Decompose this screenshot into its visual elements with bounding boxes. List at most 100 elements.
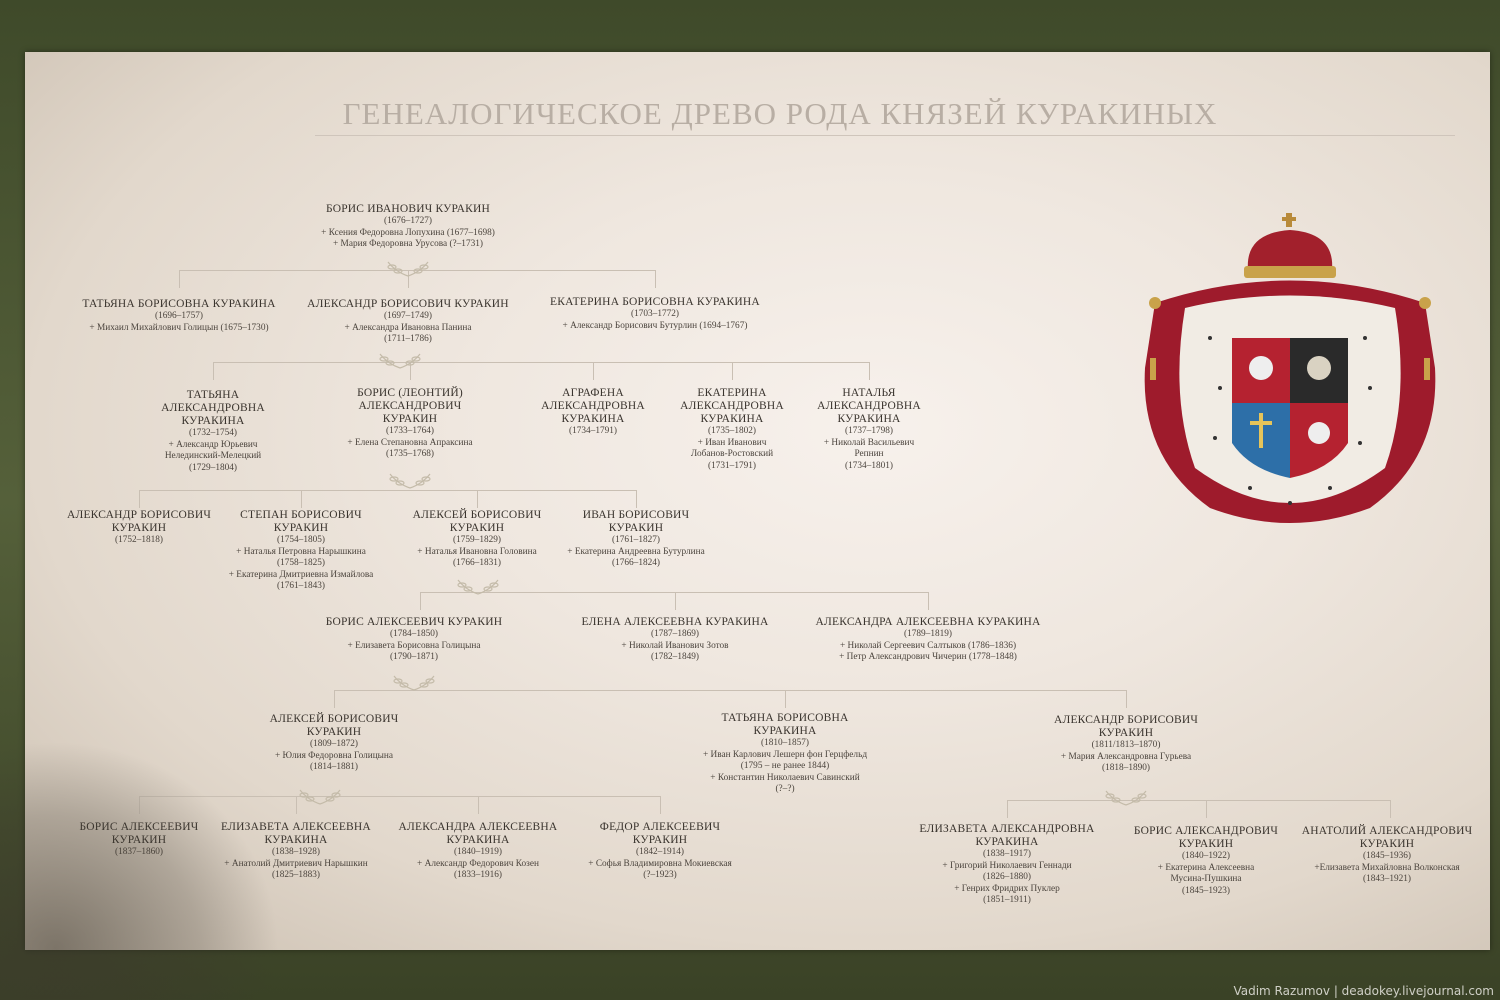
connector-drop <box>420 592 421 610</box>
spouse-info: Лобанов-Ростовский <box>690 449 774 459</box>
spouse-info: (1761–1843) <box>276 581 326 591</box>
connector-drop <box>139 490 140 508</box>
spouse-info: + Николай Сергеевич Салтыков (1786–1836) <box>839 640 1017 651</box>
person-name: АНАТОЛИЙ АЛЕКСАНДРОВИЧ <box>1301 825 1473 837</box>
laurel-ornament-icon <box>299 789 341 805</box>
shield <box>1232 338 1348 478</box>
spouse-info: (1818–1890) <box>1101 763 1151 773</box>
connector-line <box>1007 800 1390 801</box>
person-node: БОРИС АЛЕКСАНДРОВИЧ КУРАКИН (1840–1922) + Е… <box>1091 825 1321 897</box>
person-name: КУРАКИН <box>382 413 438 425</box>
person-name: КУРАКИН <box>306 726 362 738</box>
person-name: КУРАКИНА <box>561 413 625 425</box>
spouse-info: + Николай Иванович Зотов <box>621 640 729 651</box>
connector-line <box>213 362 869 363</box>
spouse-info: (1795 – не ранее 1844) <box>740 761 830 771</box>
connector-line <box>334 690 1126 691</box>
spouse-info: + Софья Владимировна Мокиевская <box>588 858 732 869</box>
ermine-spots <box>1208 336 1372 505</box>
spouse-info: + Елена Степановна Апраксина <box>347 437 473 448</box>
person-name: АЛЕКСАНДРА АЛЕКСЕЕВНА КУРАКИНА <box>815 616 1041 628</box>
life-dates: (1761–1827) <box>611 535 661 545</box>
spouse-info: (1814–1881) <box>309 762 359 772</box>
connector-line <box>420 592 928 593</box>
life-dates: (1734–1791) <box>568 426 618 436</box>
life-dates: (1676–1727) <box>383 216 433 226</box>
person-node: АЛЕКСАНДР БОРИСОВИЧ КУРАКИН (1697–1749) + … <box>293 298 523 346</box>
person-name: АЛЕКСЕЙ БОРИСОВИЧ <box>269 713 399 725</box>
laurel-ornament-icon <box>457 579 499 595</box>
life-dates: (1845–1936) <box>1362 851 1412 861</box>
person-name: КУРАКИН <box>111 522 167 534</box>
connector-drop <box>660 796 661 814</box>
connector-drop <box>1007 800 1008 818</box>
person-name: АЛЕКСЕЙ БОРИСОВИЧ <box>412 509 542 521</box>
spouse-info: + Иван Иванович <box>697 437 767 448</box>
person-name: КУРАКИНА <box>264 834 328 846</box>
spouse-info: + Александр Борисович Бутурлин (1694–176… <box>562 320 748 331</box>
person-name: АЛЕКСАНДРОВНА <box>680 400 784 412</box>
life-dates: (1842–1914) <box>635 847 685 857</box>
connector-line <box>139 490 636 491</box>
spouse-info: + Екатерина Дмитриевна Измайлова <box>228 569 374 580</box>
life-dates: (1809–1872) <box>309 739 359 749</box>
connector-drop <box>179 270 180 288</box>
person-node: НАТАЛЬЯ АЛЕКСАНДРОВНА КУРАКИНА (1737–1798) +… <box>754 387 984 472</box>
spouse-info: (1766–1831) <box>452 558 502 568</box>
spouse-info: + Наталья Петровна Нарышкина <box>236 546 366 557</box>
laurel-ornament-icon <box>387 261 429 277</box>
page-title: ГЕНЕАЛОГИЧЕСКОЕ ДРЕВО РОДА КНЯЗЕЙ КУРАКИ… <box>342 96 1218 131</box>
spouse-info: Репнин <box>854 449 884 459</box>
person-name: КУРАКИНА <box>700 413 764 425</box>
person-node: ЕКАТЕРИНА АЛЕКСАНДРОВНА КУРАКИНА (1735–1802… <box>617 387 847 472</box>
spouse-info: + Юлия Федоровна Голицына <box>274 750 394 761</box>
person-node: БОРИС АЛЕКСЕЕВИЧ КУРАКИН (1784–1850) + Ели… <box>299 616 529 664</box>
spouse-info: (1782–1849) <box>650 652 700 662</box>
spouse-info: + Елизавета Борисовна Голицына <box>347 640 481 651</box>
person-node: ЕЛИЗАВЕТА АЛЕКСАНДРОВНА КУРАКИНА (1838–191… <box>892 823 1122 907</box>
life-dates: (1732–1754) <box>188 428 238 438</box>
coat-of-arms-emblem <box>1144 213 1436 523</box>
spouse-info: (1845–1923) <box>1181 885 1231 896</box>
person-name: КУРАКИНА <box>753 725 817 737</box>
connector-drop <box>1206 800 1207 818</box>
person-name: АЛЕКСАНДРОВНА <box>541 400 645 412</box>
person-name: КУРАКИН <box>632 834 688 846</box>
person-name: АГРАФЕНА <box>562 387 624 399</box>
person-name: КУРАКИН <box>608 522 664 534</box>
spouse-info: (1711–1786) <box>384 334 432 344</box>
person-name: АЛЕКСАНДРОВИЧ <box>358 400 462 412</box>
spouse-info: (1851–1911) <box>983 895 1031 905</box>
laurel-ornament-icon <box>393 675 435 691</box>
person-name: ЕЛИЗАВЕТА АЛЕКСАНДРОВНА <box>919 823 1095 835</box>
person-name: БОРИС ИВАНОВИЧ КУРАКИН <box>325 203 491 215</box>
spouse-info: Мусина-Пушкина <box>1170 874 1242 884</box>
person-node: АГРАФЕНА АЛЕКСАНДРОВНА КУРАКИНА (1734–1791) <box>478 387 708 438</box>
life-dates: (1754–1805) <box>276 535 326 545</box>
life-dates: (1810–1857) <box>760 738 810 748</box>
person-name: БОРИС АЛЕКСАНДРОВИЧ <box>1133 825 1279 837</box>
connector-drop <box>334 690 335 708</box>
person-name: АЛЕКСАНДР БОРИСОВИЧ <box>1053 714 1199 726</box>
connector-drop <box>928 592 929 610</box>
spouse-info: (1843–1921) <box>1362 874 1412 884</box>
person-name: КУРАКИН <box>1359 838 1415 850</box>
spouse-info: + Григорий Николаевич Геннади <box>942 860 1072 871</box>
person-node: АЛЕКСЕЙ БОРИСОВИЧ КУРАКИН (1759–1829) + Нат… <box>362 509 592 570</box>
life-dates: (1697–1749) <box>383 311 433 321</box>
person-name: КУРАКИН <box>449 522 505 534</box>
connector-drop <box>408 270 409 288</box>
person-name: КУРАКИНА <box>837 413 901 425</box>
person-name: ИВАН БОРИСОВИЧ <box>582 509 690 521</box>
life-dates: (1752–1818) <box>114 535 164 545</box>
connector-drop <box>296 796 297 814</box>
laurel-ornament-icon <box>389 473 431 489</box>
life-dates: (1735–1802) <box>707 426 757 436</box>
person-name: АЛЕКСАНДРОВНА <box>817 400 921 412</box>
person-node: АЛЕКСАНДР БОРИСОВИЧ КУРАКИН (1752–1818) <box>24 509 254 547</box>
person-node: ТАТЬЯНА АЛЕКСАНДРОВНА КУРАКИНА (1732–1754) +… <box>98 389 328 474</box>
person-node: ИВАН БОРИСОВИЧ КУРАКИН (1761–1827) + Екатер… <box>521 509 751 570</box>
person-name: СТЕПАН БОРИСОВИЧ <box>240 509 362 521</box>
life-dates: (1840–1922) <box>1181 851 1231 861</box>
connector-drop <box>636 490 637 508</box>
